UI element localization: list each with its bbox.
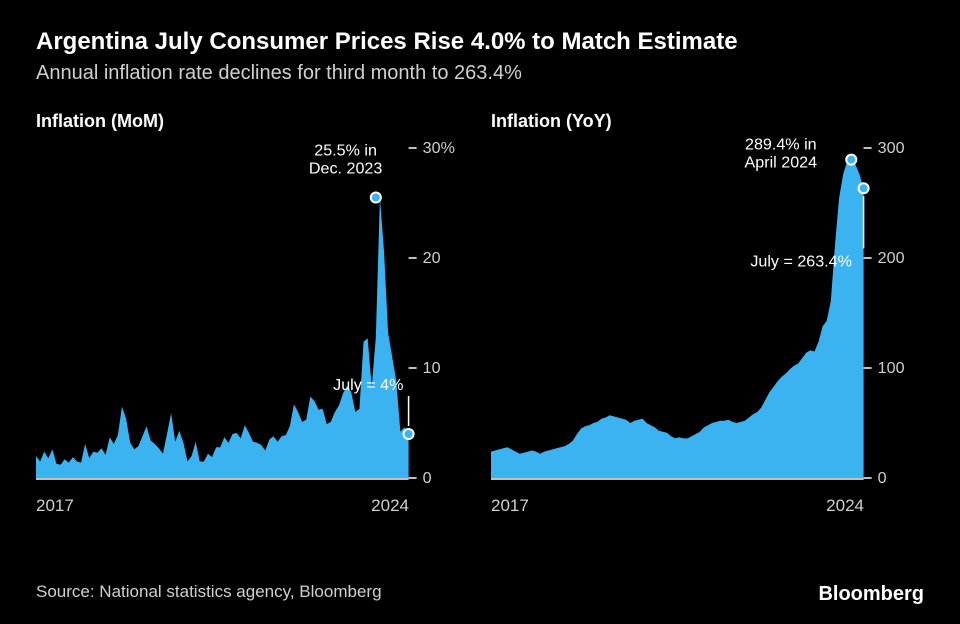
x-axis-yoy: 2017 2024 xyxy=(491,496,924,516)
x-end-mom: 2024 xyxy=(371,496,409,516)
svg-text:July = 4%: July = 4% xyxy=(333,376,403,394)
svg-text:10: 10 xyxy=(423,359,441,377)
svg-text:25.5% in: 25.5% in xyxy=(314,142,377,160)
x-start-mom: 2017 xyxy=(36,496,74,516)
chart-container: Argentina July Consumer Prices Rise 4.0%… xyxy=(0,0,960,624)
plot-mom: 0 10 20 30% 25.5% inDec. 2023 July = 4% xyxy=(36,138,469,488)
x-start-yoy: 2017 xyxy=(491,496,529,516)
svg-text:200: 200 xyxy=(878,249,905,267)
svg-text:289.4% in: 289.4% in xyxy=(745,138,817,154)
x-axis-mom: 2017 2024 xyxy=(36,496,469,516)
svg-text:Dec. 2023: Dec. 2023 xyxy=(309,160,382,178)
svg-text:July = 263.4%: July = 263.4% xyxy=(750,252,852,270)
page-title: Argentina July Consumer Prices Rise 4.0%… xyxy=(36,28,924,56)
chart-panel-yoy: Inflation (YoY) 0 100 200 300 289.4% inApril… xyxy=(491,111,924,531)
x-end-yoy: 2024 xyxy=(826,496,864,516)
chart-panel-mom: Inflation (MoM) 0 10 20 30% 25.5% inDec. 202… xyxy=(36,111,469,531)
page-subtitle: Annual inflation rate declines for third… xyxy=(36,62,924,85)
svg-text:April 2024: April 2024 xyxy=(745,154,818,172)
brand-logo: Bloomberg xyxy=(818,583,924,606)
plot-yoy: 0 100 200 300 289.4% inApril 2024 July = 263.… xyxy=(491,138,924,488)
svg-text:100: 100 xyxy=(878,359,905,377)
chart-title-mom: Inflation (MoM) xyxy=(36,111,469,132)
svg-text:300: 300 xyxy=(878,139,905,157)
svg-text:0: 0 xyxy=(878,469,887,487)
svg-text:0: 0 xyxy=(423,469,432,487)
svg-text:20: 20 xyxy=(423,249,441,267)
chart-title-yoy: Inflation (YoY) xyxy=(491,111,924,132)
charts-row: Inflation (MoM) 0 10 20 30% 25.5% inDec. 202… xyxy=(36,111,924,531)
source-text: Source: National statistics agency, Bloo… xyxy=(36,582,382,602)
svg-text:30%: 30% xyxy=(423,139,455,157)
